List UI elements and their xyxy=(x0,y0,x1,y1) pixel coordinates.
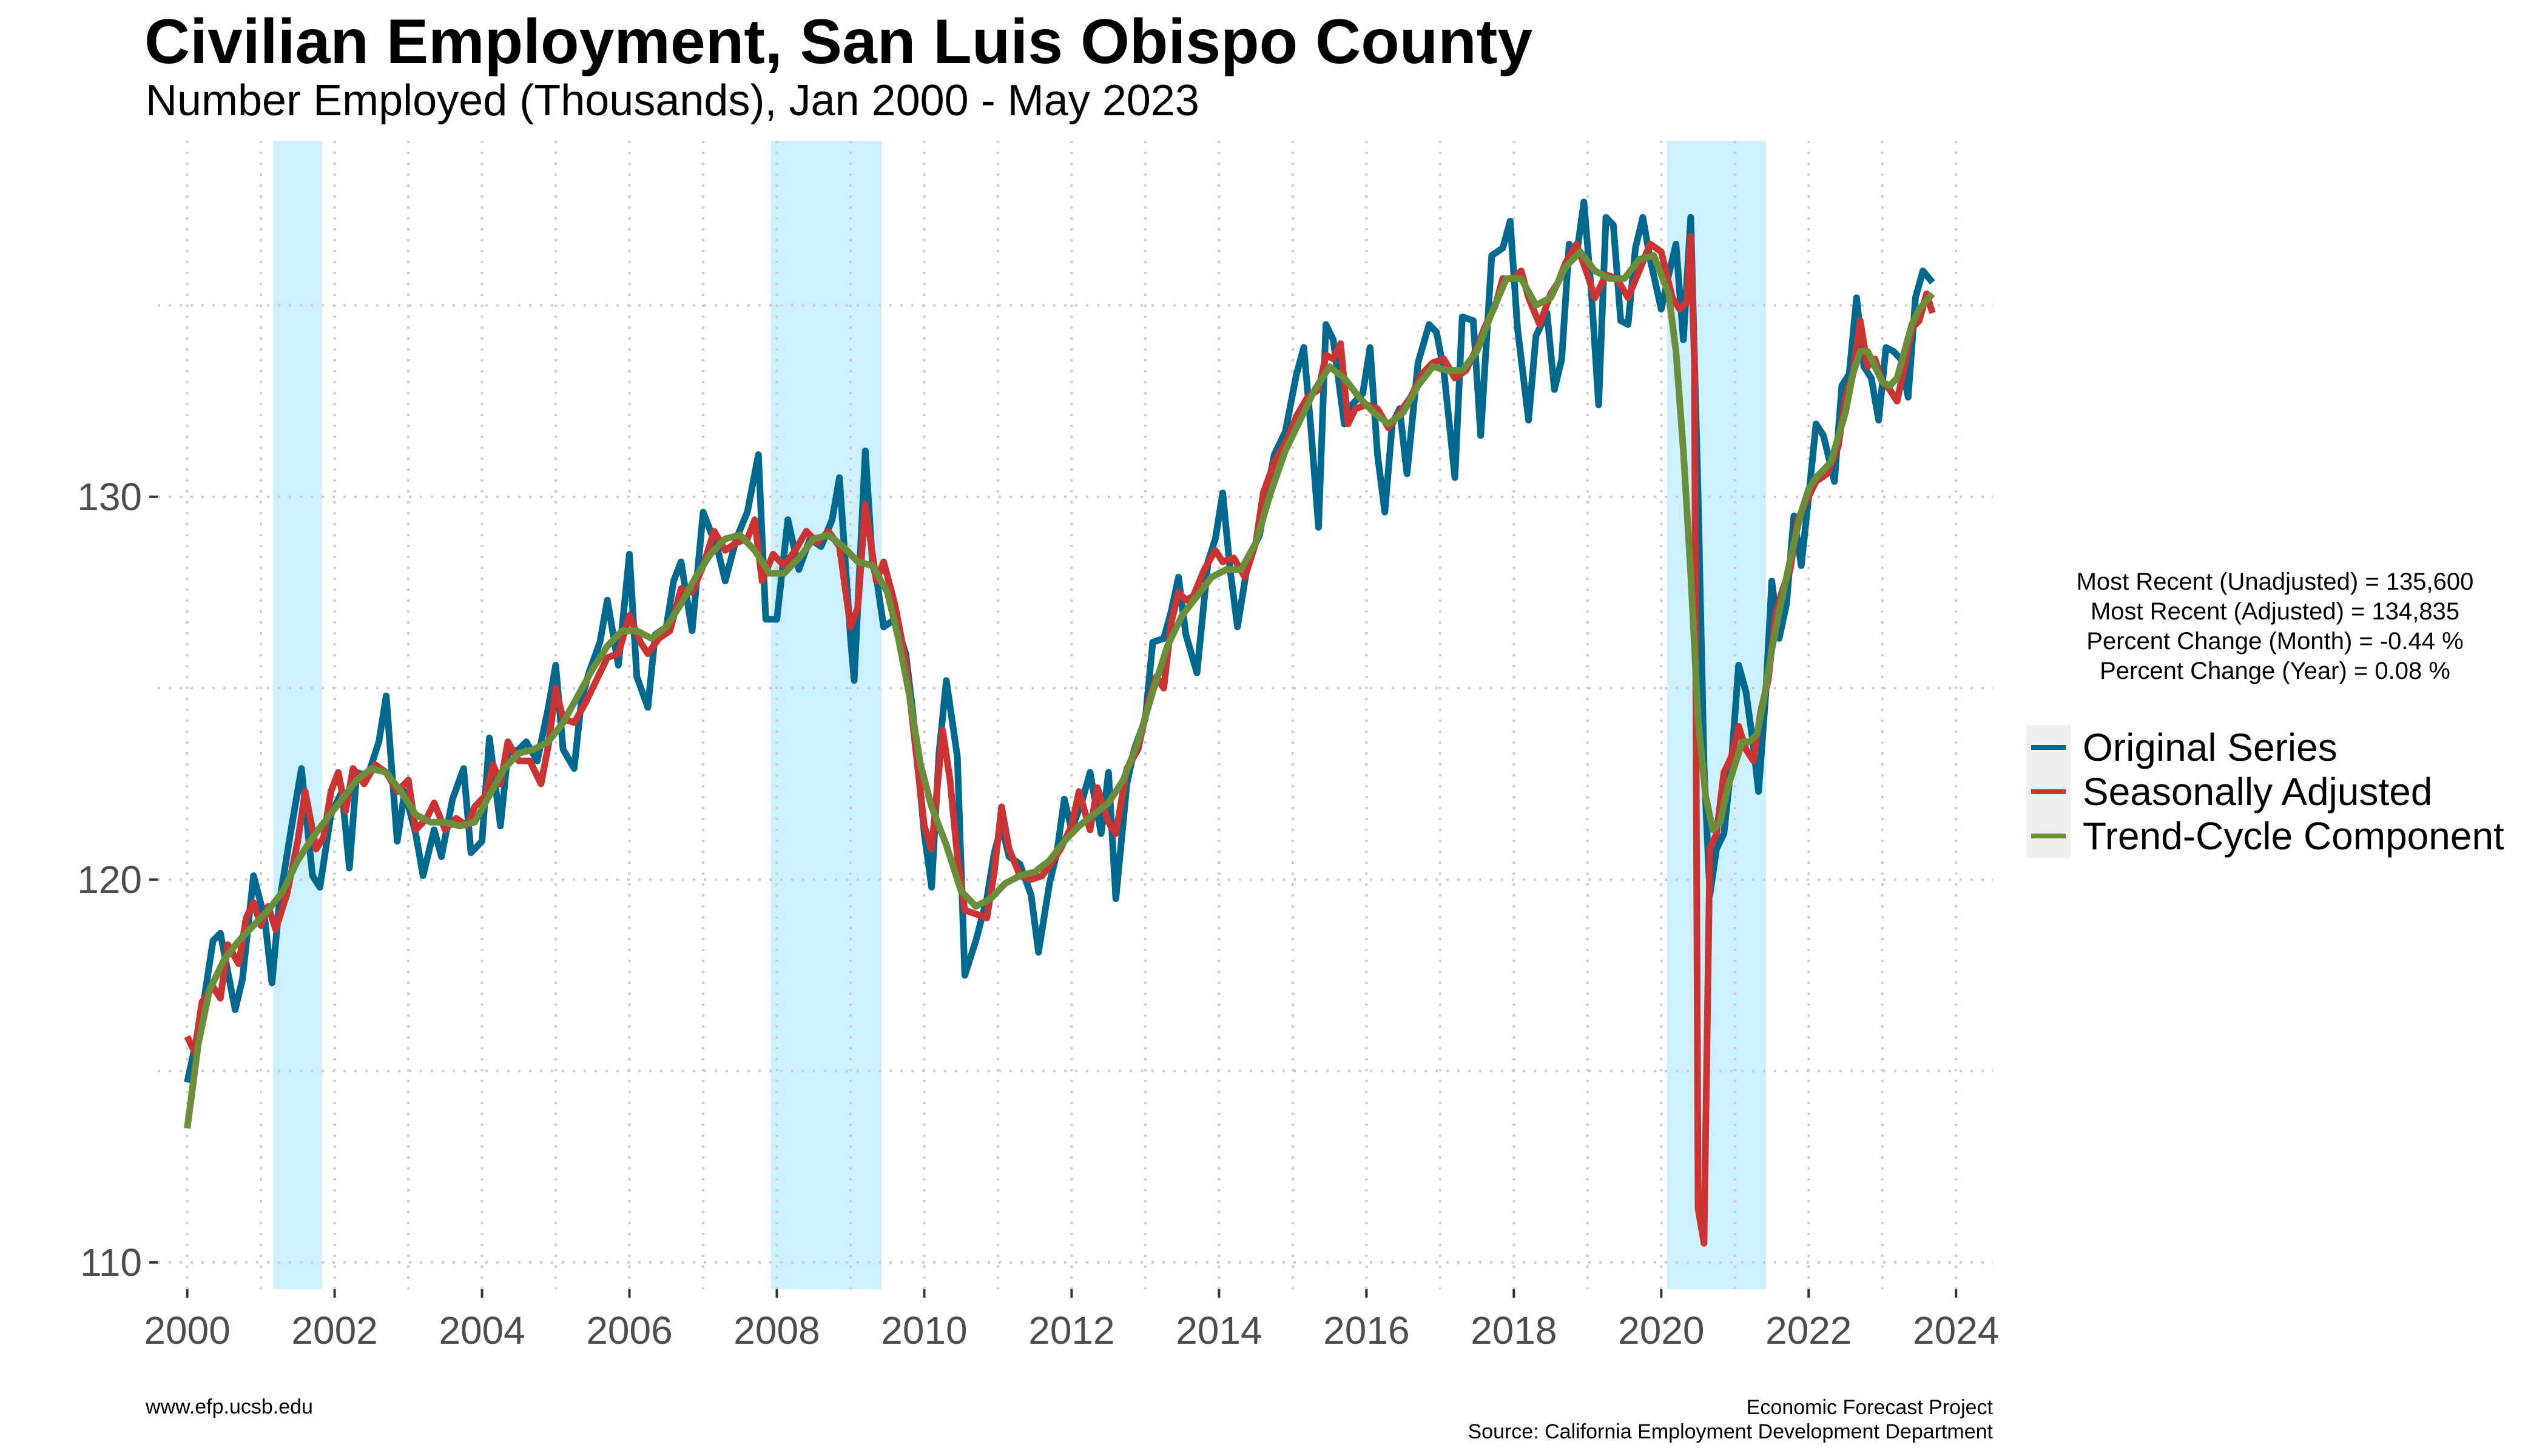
x-tick-label: 2002 xyxy=(291,1309,377,1352)
series-line-adjusted xyxy=(184,233,1936,1247)
stat-recent-unadjusted: Most Recent (Unadjusted) = 135,600 xyxy=(2076,568,2474,595)
stat-percent-change-year: Percent Change (Year) = 0.08 % xyxy=(2100,658,2450,684)
legend-key-trend xyxy=(2026,814,2071,858)
legend-item-adjusted: Seasonally Adjusted xyxy=(2026,769,2504,814)
recession-band xyxy=(770,141,881,1289)
x-tick-label: 2018 xyxy=(1471,1309,1557,1352)
series-lines xyxy=(184,198,1936,1247)
legend-label-original: Original Series xyxy=(2083,725,2337,769)
footer-project: Economic Forecast Project xyxy=(1746,1396,1993,1419)
x-tick-label: 2024 xyxy=(1913,1309,1999,1352)
x-tick-label: 2004 xyxy=(439,1309,525,1352)
chart-title: Civilian Employment, San Luis Obispo Cou… xyxy=(144,7,1533,77)
footer-source-text: Source: California Employment Developmen… xyxy=(1468,1420,1993,1443)
footer-source: Economic Forecast Project Source: Califo… xyxy=(1468,1395,1993,1444)
stat-recent-adjusted: Most Recent (Adjusted) = 134,835 xyxy=(2090,598,2460,625)
legend-label-adjusted: Seasonally Adjusted xyxy=(2083,769,2433,814)
y-tick-label: 130 xyxy=(77,475,142,519)
chart-subtitle: Number Employed (Thousands), Jan 2000 - … xyxy=(146,76,1199,125)
legend-key-adjusted xyxy=(2026,769,2071,814)
x-tick-label: 2008 xyxy=(733,1309,820,1352)
y-tick-label: 120 xyxy=(77,858,142,902)
x-tick-label: 2014 xyxy=(1176,1309,1262,1352)
x-tick-label: 2012 xyxy=(1028,1309,1114,1352)
x-tick-label: 2022 xyxy=(1765,1309,1852,1352)
x-tick-label: 2010 xyxy=(881,1309,967,1352)
recession-bands xyxy=(273,141,1766,1289)
summary-stats: Most Recent (Unadjusted) = 135,600 Most … xyxy=(2014,567,2536,686)
x-tick-label: 2000 xyxy=(144,1309,230,1352)
legend-key-original xyxy=(2026,725,2071,769)
x-tick-label: 2016 xyxy=(1323,1309,1409,1352)
legend-label-trend: Trend-Cycle Component xyxy=(2083,814,2504,858)
y-tick-label: 110 xyxy=(80,1241,142,1284)
legend: Original Series Seasonally Adjusted Tren… xyxy=(2026,725,2504,858)
series-line-trend xyxy=(184,248,1935,1129)
legend-item-original: Original Series xyxy=(2026,725,2504,769)
axes: 2000 2002 2004 2006 2008 2010 2012 2014 2016 2018… xyxy=(77,475,1999,1352)
stat-percent-change-month: Percent Change (Month) = -0.44 % xyxy=(2086,628,2464,655)
x-tick-label: 2006 xyxy=(586,1309,672,1352)
legend-item-trend: Trend-Cycle Component xyxy=(2026,814,2504,858)
footer-website: www.efp.ucsb.edu xyxy=(146,1395,313,1418)
recession-band xyxy=(273,141,322,1289)
grid-lines xyxy=(158,141,1993,1289)
x-tick-label: 2020 xyxy=(1618,1309,1704,1352)
